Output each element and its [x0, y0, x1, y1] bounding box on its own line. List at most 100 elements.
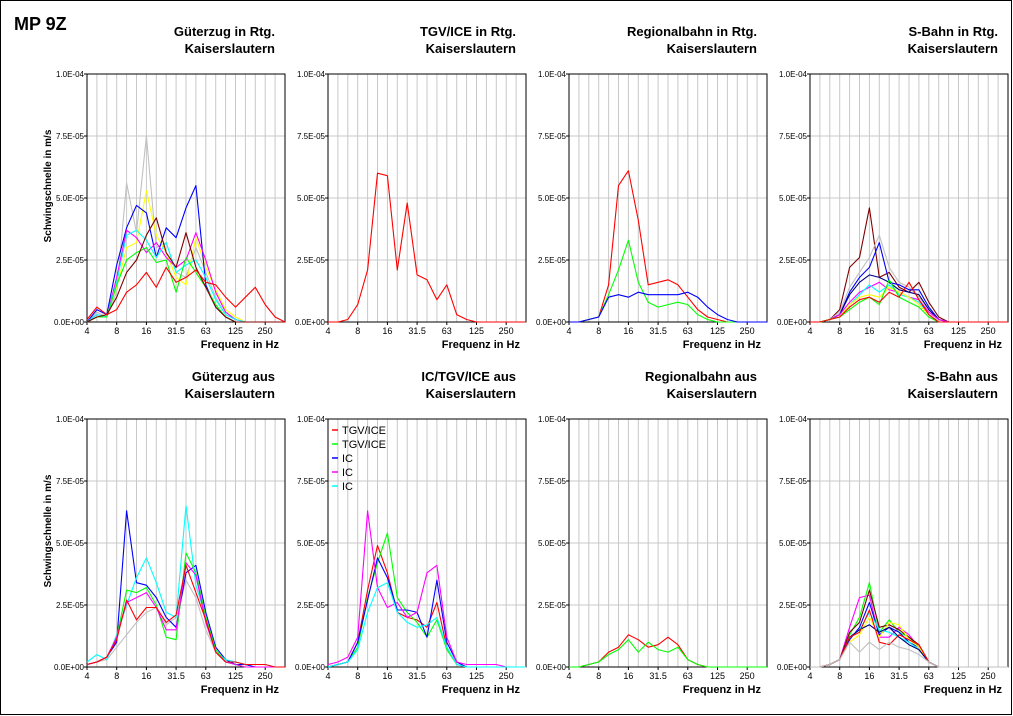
x-tick-label: 31.5: [167, 326, 185, 336]
x-tick-label: 250: [981, 326, 996, 336]
x-tick-label: 16: [141, 326, 151, 336]
x-tick-label: 16: [382, 671, 392, 681]
x-tick-label: 8: [355, 326, 360, 336]
x-tick-label: 16: [864, 671, 874, 681]
x-tick-label: 250: [258, 326, 273, 336]
y-tick-label: 1.0E-04: [538, 415, 567, 424]
x-tick-label: 63: [924, 326, 934, 336]
chart-panel: 0.0E+00 2.5E-05 5.0E-05 7.5E-05 1.0E-04 4 8 16 3…: [43, 24, 286, 351]
x-tick-label: 4: [566, 326, 571, 336]
chart-title: Kaiserslautern: [185, 41, 275, 56]
y-tick-label: 0.0E+00: [777, 318, 808, 327]
legend-label: IC: [342, 453, 353, 465]
x-axis-label: Frequenz in Hz: [924, 339, 1003, 351]
series-line: [86, 217, 285, 323]
x-tick-label: 16: [382, 326, 392, 336]
series-line: [327, 510, 526, 668]
x-tick-label: 250: [981, 671, 996, 681]
x-tick-label: 125: [951, 326, 966, 336]
x-tick-label: 4: [807, 326, 812, 336]
y-tick-label: 2.5E-05: [779, 601, 808, 610]
series-line: [810, 641, 1008, 668]
y-tick-label: 0.0E+00: [295, 318, 326, 327]
x-tick-label: 125: [228, 326, 243, 336]
series-line: [328, 172, 526, 323]
x-tick-label: 4: [566, 671, 571, 681]
y-tick-label: 1.0E-04: [56, 415, 85, 424]
x-axis-label: Frequenz in Hz: [924, 684, 1003, 696]
y-tick-label: 0.0E+00: [777, 663, 808, 672]
chart-title: IC/TGV/ICE aus: [421, 369, 516, 384]
x-tick-label: 8: [837, 671, 842, 681]
x-tick-label: 4: [807, 671, 812, 681]
chart-title: Regionalbahn in Rtg.: [627, 24, 757, 39]
x-axis-label: Frequenz in Hz: [683, 339, 762, 351]
y-tick-label: 2.5E-05: [538, 256, 567, 265]
y-tick-label: 0.0E+00: [54, 318, 85, 327]
x-tick-label: 63: [683, 671, 693, 681]
page-title: MP 9Z: [14, 14, 67, 34]
x-tick-label: 16: [623, 671, 633, 681]
x-tick-label: 31.5: [649, 671, 667, 681]
x-tick-label: 4: [84, 671, 89, 681]
x-tick-label: 31.5: [408, 326, 426, 336]
series-line: [327, 582, 526, 668]
x-tick-label: 125: [951, 671, 966, 681]
chart-title: Kaiserslautern: [426, 386, 516, 401]
chart-panel: 0.0E+00 2.5E-05 5.0E-05 7.5E-05 1.0E-04 4 8 16 3…: [295, 369, 527, 696]
chart-title: Kaiserslautern: [667, 386, 757, 401]
legend-label: IC: [342, 481, 353, 493]
series-line: [569, 639, 767, 668]
x-axis-label: Frequenz in Hz: [683, 684, 762, 696]
y-tick-label: 0.0E+00: [295, 663, 326, 672]
legend-label: TGV/ICE: [342, 425, 386, 437]
series-line: [810, 281, 1008, 323]
y-tick-label: 1.0E-04: [538, 70, 567, 79]
x-tick-label: 31.5: [408, 671, 426, 681]
x-tick-label: 63: [924, 671, 934, 681]
x-tick-label: 250: [499, 671, 514, 681]
x-tick-label: 16: [623, 326, 633, 336]
y-tick-label: 0.0E+00: [536, 318, 567, 327]
y-tick-label: 1.0E-04: [56, 70, 85, 79]
x-tick-label: 250: [740, 326, 755, 336]
y-tick-label: 1.0E-04: [297, 415, 326, 424]
y-tick-label: 7.5E-05: [538, 132, 567, 141]
x-tick-label: 8: [114, 326, 119, 336]
y-tick-label: 7.5E-05: [56, 477, 85, 486]
x-tick-label: 125: [710, 326, 725, 336]
x-tick-label: 63: [683, 326, 693, 336]
y-tick-label: 5.0E-05: [779, 194, 808, 203]
x-tick-label: 250: [740, 671, 755, 681]
chart-panel: 0.0E+00 2.5E-05 5.0E-05 7.5E-05 1.0E-04 4 8 16 3…: [536, 24, 768, 351]
chart-title: Kaiserslautern: [667, 41, 757, 56]
chart-panel: 0.0E+00 2.5E-05 5.0E-05 7.5E-05 1.0E-04 4 8 16 3…: [295, 24, 527, 351]
y-tick-label: 0.0E+00: [54, 663, 85, 672]
chart-panel: 0.0E+00 2.5E-05 5.0E-05 7.5E-05 1.0E-04 4 8 16 3…: [536, 369, 768, 696]
chart-title: Regionalbahn aus: [645, 369, 757, 384]
y-tick-label: 5.0E-05: [297, 539, 326, 548]
x-tick-label: 31.5: [167, 671, 185, 681]
y-axis-label: Schwingschnelle in m/s: [43, 129, 54, 242]
series-line: [569, 291, 767, 323]
x-tick-label: 125: [469, 671, 484, 681]
chart-title: S-Bahn in Rtg.: [908, 24, 998, 39]
x-tick-label: 31.5: [649, 326, 667, 336]
x-tick-label: 8: [355, 671, 360, 681]
chart-title: TGV/ICE in Rtg.: [420, 24, 516, 39]
y-tick-label: 5.0E-05: [297, 194, 326, 203]
y-tick-label: 7.5E-05: [297, 477, 326, 486]
x-tick-label: 250: [258, 671, 273, 681]
chart-panel: 0.0E+00 2.5E-05 5.0E-05 7.5E-05 1.0E-04 4 8 16 3…: [777, 369, 1009, 696]
chart-title: Kaiserslautern: [426, 41, 516, 56]
x-tick-label: 4: [84, 326, 89, 336]
y-tick-label: 7.5E-05: [779, 132, 808, 141]
y-tick-label: 5.0E-05: [56, 539, 85, 548]
x-tick-label: 63: [442, 671, 452, 681]
y-tick-label: 2.5E-05: [56, 601, 85, 610]
y-tick-label: 5.0E-05: [779, 539, 808, 548]
chart-title: Güterzug in Rtg.: [174, 24, 275, 39]
x-tick-label: 4: [325, 326, 330, 336]
